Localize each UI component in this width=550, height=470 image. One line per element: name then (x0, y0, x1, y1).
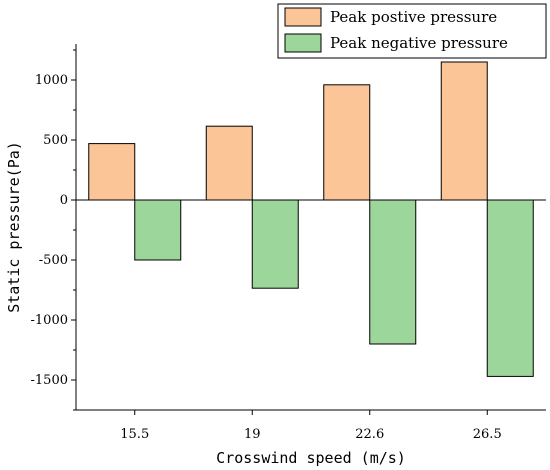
y-axis: -1500 -1000 -500 0 500 1000 (31, 44, 77, 411)
x-ticks: 15.5 19 22.6 26.5 (120, 410, 502, 442)
y-tick-label: -1500 (31, 373, 68, 388)
legend-label: Peak postive pressure (330, 8, 497, 26)
legend-box (277, 3, 547, 59)
x-axis: 15.5 19 22.6 26.5 (76, 409, 546, 442)
x-axis-title: Crosswind speed (m/s) (216, 449, 406, 467)
legend-label: Peak negative pressure (330, 34, 508, 52)
legend: Peak postive pressure Peak negative press… (277, 3, 547, 59)
bar-series2-cat2 (251, 199, 299, 289)
x-tick-label: 19 (244, 427, 261, 442)
x-tick-label: 15.5 (120, 427, 149, 442)
y-tick-label: 500 (43, 133, 68, 148)
bar-series1-cat1 (88, 143, 136, 201)
x-tick-label: 26.5 (473, 427, 502, 442)
legend-swatch (284, 33, 322, 53)
bar-series1-cat4 (440, 61, 488, 201)
bar-series2-cat3 (369, 199, 417, 345)
y-tick-label: 1000 (35, 73, 68, 88)
bar-series2-cat4 (486, 199, 534, 377)
bar-series2-cat1 (134, 199, 182, 261)
y-tick-label: -1000 (31, 313, 68, 328)
y-ticks: -1500 -1000 -500 0 500 1000 (31, 49, 76, 411)
y-axis-title: Static pressure(Pa) (5, 141, 23, 313)
bar-series1-cat3 (323, 84, 371, 201)
bar-series1-cat2 (205, 125, 253, 201)
y-tick-label: 0 (60, 193, 68, 208)
y-tick-label: -500 (39, 253, 68, 268)
legend-swatch (284, 7, 322, 27)
bars-layer (88, 61, 534, 377)
x-tick-label: 22.6 (355, 427, 384, 442)
